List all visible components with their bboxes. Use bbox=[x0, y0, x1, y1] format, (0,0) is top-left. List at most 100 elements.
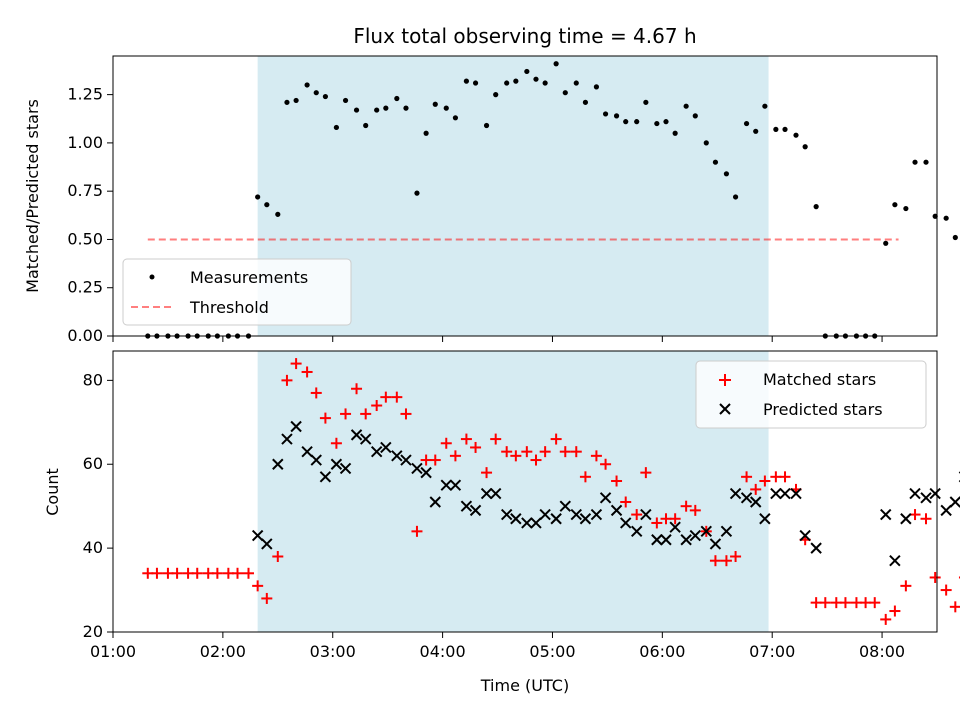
predicted-stars-point bbox=[790, 487, 802, 500]
y-tick-label: 0.25 bbox=[67, 278, 103, 297]
matched-stars-point bbox=[261, 592, 273, 604]
matched-stars-point bbox=[211, 567, 223, 579]
predicted-stars-point bbox=[521, 517, 533, 529]
measurements-point bbox=[903, 205, 909, 212]
measurements-point bbox=[383, 105, 389, 111]
predicted-stars-point bbox=[539, 508, 551, 521]
matched-stars-point bbox=[720, 555, 732, 567]
x-axis-label: Time (UTC) bbox=[480, 676, 569, 695]
matched-stars-point bbox=[521, 446, 533, 458]
matched-stars-point bbox=[272, 551, 284, 563]
predicted-stars-point bbox=[400, 454, 412, 466]
measurements-point bbox=[672, 130, 678, 136]
x-tick-label: 05:00 bbox=[529, 642, 575, 661]
predicted-stars-point bbox=[700, 525, 712, 538]
matched-stars-point bbox=[590, 450, 602, 462]
matched-stars-point bbox=[429, 454, 441, 466]
matched-stars-point bbox=[929, 571, 941, 583]
predicted-stars-point bbox=[590, 508, 603, 521]
matched-stars-point bbox=[620, 496, 632, 508]
matched-stars-point bbox=[460, 433, 472, 445]
y-tick-label: 60 bbox=[83, 454, 103, 473]
measurements-point bbox=[284, 99, 290, 105]
measurements-point bbox=[703, 140, 709, 146]
measurements-point bbox=[712, 159, 719, 165]
y-tick-label: 20 bbox=[83, 622, 103, 641]
predicted-stars-point bbox=[469, 504, 482, 517]
matched-stars-point bbox=[360, 408, 372, 420]
measurements-point bbox=[782, 126, 788, 132]
measurements-point bbox=[943, 215, 949, 221]
matched-stars-point bbox=[889, 605, 901, 617]
predicted-stars-point bbox=[570, 508, 582, 521]
x-tick-label: 02:00 bbox=[200, 642, 246, 661]
predicted-stars-point bbox=[290, 420, 302, 433]
predicted-stars-point bbox=[391, 450, 403, 462]
y-tick-label: 0.50 bbox=[67, 229, 103, 248]
measurements-point bbox=[533, 76, 539, 82]
matched-stars-point bbox=[759, 475, 771, 487]
ratio-panel-frame bbox=[112, 55, 938, 337]
matched-stars-point bbox=[741, 471, 753, 483]
predicted-stars-point bbox=[880, 508, 892, 521]
predicted-stars-point bbox=[759, 513, 771, 525]
predicted-stars-point bbox=[500, 508, 513, 521]
matched-stars-point bbox=[839, 597, 851, 609]
predicted-stars-point bbox=[889, 554, 901, 567]
measurements-point bbox=[773, 126, 779, 132]
predicted-stars-point bbox=[920, 492, 932, 504]
measurements-point bbox=[634, 119, 640, 125]
measurements-point bbox=[313, 90, 319, 96]
matched-stars-point bbox=[750, 483, 762, 495]
legend-threshold-label: Threshold bbox=[189, 298, 269, 317]
measurements-point bbox=[353, 107, 360, 113]
measurements-point bbox=[802, 144, 808, 150]
matched-stars-point bbox=[449, 450, 461, 462]
measurements-point bbox=[304, 82, 310, 88]
observing-window-shade bbox=[257, 351, 769, 632]
matched-stars-point bbox=[232, 567, 244, 579]
measurements-point bbox=[643, 99, 649, 105]
predicted-stars-point bbox=[709, 538, 722, 550]
measurements-point bbox=[723, 171, 730, 177]
predicted-stars-point bbox=[370, 445, 383, 458]
predicted-stars-point bbox=[799, 529, 811, 542]
measurements-point bbox=[753, 128, 759, 134]
legend-measurements-label: Measurements bbox=[190, 268, 308, 287]
measurements-point bbox=[692, 113, 698, 119]
matched-stars-point bbox=[319, 412, 331, 424]
predicted-stars-point bbox=[909, 487, 921, 500]
matched-stars-point bbox=[330, 437, 342, 449]
predicted-stars-point bbox=[359, 433, 372, 445]
count-legend: Matched stars Predicted stars bbox=[695, 360, 927, 429]
predicted-stars-point bbox=[620, 517, 632, 529]
measurements-point bbox=[892, 202, 898, 208]
predicted-stars-point bbox=[770, 487, 782, 500]
matched-stars-point bbox=[243, 567, 255, 579]
matched-stars-point bbox=[900, 580, 912, 592]
measurements-point bbox=[762, 103, 768, 109]
predicted-stars-point bbox=[559, 500, 571, 512]
x-tick-label: 04:00 bbox=[420, 642, 466, 661]
predicted-stars-point bbox=[750, 496, 762, 508]
matched-stars-point bbox=[490, 433, 502, 445]
matched-stars-point bbox=[481, 467, 493, 479]
matched-stars-point bbox=[880, 613, 892, 625]
predicted-stars-point bbox=[510, 513, 522, 525]
ratio-panel: 0.00 0.25 0.50 0.75 1.00 1.25 Flux total obse… bbox=[23, 24, 958, 345]
count-panel-frame bbox=[112, 350, 938, 633]
measurements-point bbox=[743, 120, 750, 127]
measurements-point bbox=[582, 99, 589, 105]
matched-stars-point bbox=[940, 584, 952, 596]
x-tick-label: 03:00 bbox=[310, 642, 356, 661]
ratio-legend: Measurements Threshold bbox=[122, 258, 352, 326]
predicted-stars-point bbox=[610, 504, 623, 517]
predicted-stars-point bbox=[660, 534, 672, 546]
matched-stars-point bbox=[510, 450, 522, 462]
x-tick-label: 08:00 bbox=[859, 642, 905, 661]
matched-stars-point bbox=[680, 500, 692, 512]
matched-stars-point bbox=[371, 400, 383, 412]
predicted-stars-point bbox=[900, 513, 912, 525]
predicted-stars-point bbox=[680, 534, 692, 546]
measurements-point bbox=[613, 113, 620, 119]
